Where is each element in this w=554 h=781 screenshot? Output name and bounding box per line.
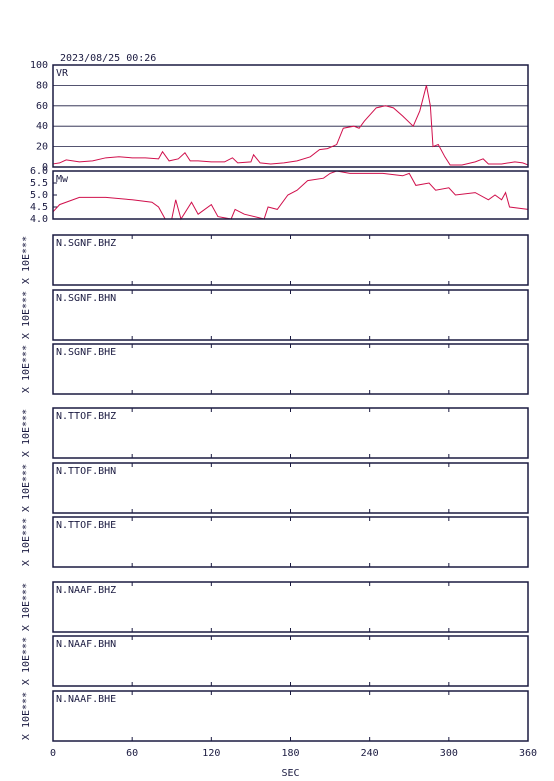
y-tick-label: 100 [30,60,48,71]
y-axis-label: X 10E*** [21,464,32,512]
y-axis-label: X 10E*** [21,409,32,457]
panel-label: N.SGNF.BHN [56,293,116,304]
panel-frame [52,581,529,633]
panel-label: N.NAAF.BHE [56,694,116,705]
panel-frame [52,343,529,395]
panel-frame [52,635,529,687]
y-tick-label: 20 [36,142,48,153]
x-tick-label: 180 [281,748,299,759]
x-tick-label: 120 [202,748,220,759]
panel-frame [52,690,529,742]
y-axis-label: X 10E*** [21,291,32,339]
y-axis-label: X 10E*** [21,692,32,740]
x-tick-label: 360 [519,748,537,759]
y-axis-label: X 10E*** [21,583,32,631]
y-axis-label: X 10E*** [21,637,32,685]
panel-label: N.SGNF.BHE [56,347,116,358]
y-tick-label: 40 [36,121,48,132]
y-tick-label: 6.0 [30,166,48,177]
x-tick-label: 60 [126,748,138,759]
x-axis-label: SEC [281,768,299,779]
y-tick-label: 5.0 [30,190,48,201]
y-tick-label: 80 [36,80,48,91]
timestamp: 2023/08/25 00:26 [60,53,156,64]
y-axis-label: X 10E*** [21,236,32,284]
panel-label: VR [56,68,69,79]
panel-frame [52,516,529,568]
y-tick-label: 5.5 [30,178,48,189]
panel-label: N.TTOF.BHN [56,466,116,477]
y-tick-label: 4.5 [30,202,48,213]
panel-frame [52,407,529,459]
panel-label: N.NAAF.BHN [56,639,116,650]
data-line [52,170,529,221]
x-tick-label: 300 [440,748,458,759]
panel-frame [52,234,529,286]
y-tick-label: 4.0 [30,214,48,225]
panel-label: Mw [56,174,69,185]
y-axis-label: X 10E*** [21,345,32,393]
panel-frame [52,289,529,341]
y-tick-label: 0 [42,162,48,173]
y-tick-label: 60 [36,101,48,112]
panel-frame [52,64,529,168]
panel-label: N.NAAF.BHZ [56,585,116,596]
panel-label: N.SGNF.BHZ [56,238,116,249]
data-line [52,85,529,166]
panel-label: N.TTOF.BHZ [56,411,116,422]
panel-label: N.TTOF.BHE [56,520,116,531]
x-tick-label: 0 [50,748,56,759]
panel-frame [52,462,529,514]
panel-frame [52,170,529,220]
x-tick-label: 240 [361,748,379,759]
y-axis-label: X 10E*** [21,518,32,566]
